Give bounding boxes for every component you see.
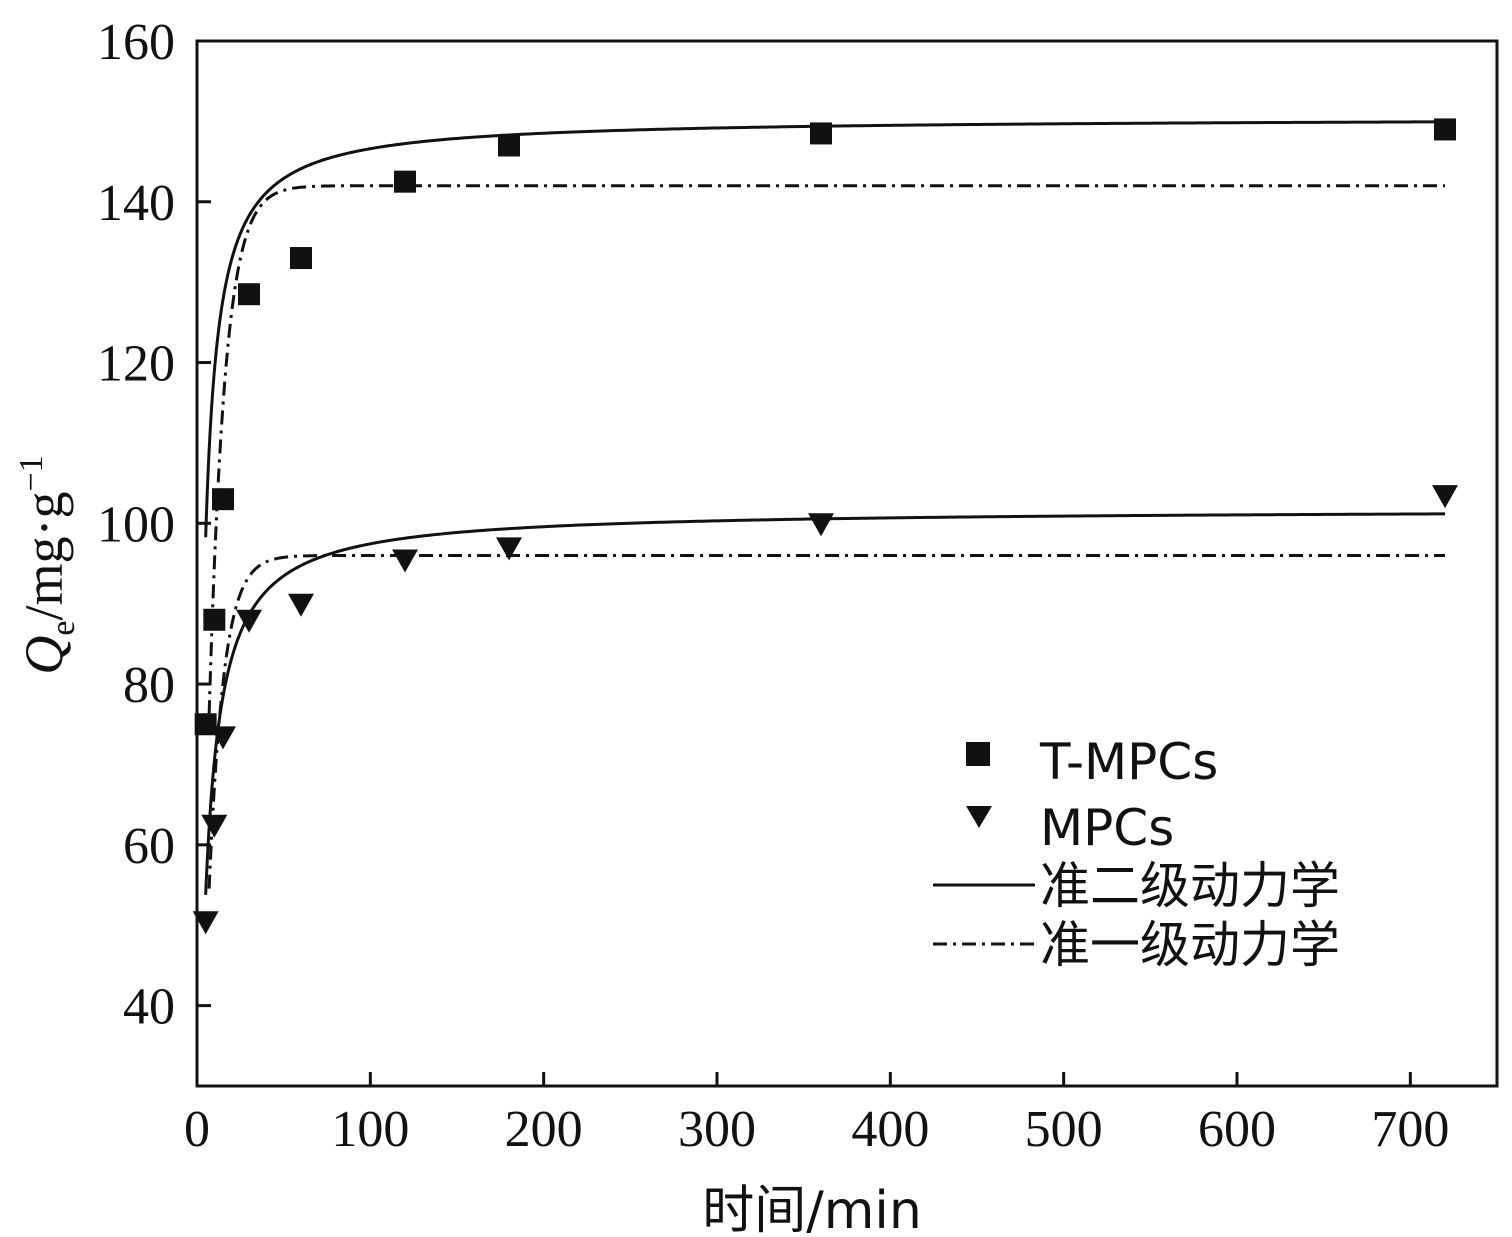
data-point-mpcs — [808, 513, 834, 537]
data-point-mpcs — [192, 911, 219, 935]
data-point-mpcs — [210, 726, 236, 750]
y-axis-superscript: −1 — [13, 455, 50, 491]
legend-marker-square — [966, 742, 990, 766]
x-tick-label: 400 — [851, 1101, 929, 1158]
x-tick-label: 200 — [505, 1101, 583, 1158]
legend-marker-triangle — [966, 806, 992, 828]
x-tick-label: 100 — [331, 1101, 409, 1158]
data-point-t-mpcs — [194, 713, 217, 736]
y-axis-symbol: Q — [14, 636, 74, 675]
fit-curves — [204, 120, 1446, 895]
x-axis-title: 时间/min — [702, 1181, 922, 1237]
legend-label-pfo: 准一级动力学 — [1040, 916, 1340, 974]
x-tick-label: 500 — [1025, 1101, 1103, 1158]
axis-ticks: 0 100 200 300 400 500 600 700 40 60 80 100 120 140 160 — [97, 14, 1449, 1158]
data-point-t-mpcs — [203, 608, 226, 631]
data-point-t-mpcs — [212, 488, 234, 511]
data-point-t-mpcs — [498, 134, 520, 157]
y-tick-label: 140 — [97, 175, 175, 232]
data-point-t-mpcs — [238, 283, 260, 306]
y-axis-subscript: e — [45, 621, 82, 636]
x-tick-label: 0 — [184, 1101, 210, 1158]
data-point-mpcs — [392, 549, 418, 573]
plot-frame — [195, 39, 1499, 1088]
data-point-t-mpcs — [290, 247, 312, 270]
y-tick-label: 120 — [97, 336, 175, 393]
data-points — [192, 118, 1458, 935]
pseudo-second-order-curve — [204, 120, 1446, 538]
data-point-mpcs — [1432, 485, 1458, 509]
pseudo-second-order-curve — [204, 512, 1446, 895]
data-point-t-mpcs — [810, 122, 832, 145]
x-tick-label: 600 — [1198, 1101, 1276, 1158]
y-tick-label: 100 — [97, 496, 175, 553]
data-point-mpcs — [201, 814, 228, 838]
data-point-mpcs — [496, 537, 522, 561]
legend-label-t-mpcs: T-MPCs — [1039, 733, 1218, 791]
x-tick-label: 300 — [678, 1101, 756, 1158]
y-tick-label: 60 — [123, 818, 175, 875]
y-tick-label: 80 — [123, 657, 175, 714]
y-axis-unit: /mg·g — [14, 492, 74, 621]
pseudo-first-order-curve — [207, 184, 1445, 715]
data-point-t-mpcs — [1434, 118, 1456, 141]
data-point-mpcs — [288, 593, 314, 617]
data-point-t-mpcs — [394, 170, 416, 193]
legend-label-mpcs: MPCs — [1040, 799, 1174, 857]
y-axis-title: Qe/mg·g−1 — [13, 455, 82, 674]
data-point-mpcs — [236, 609, 262, 633]
legend-label-pso: 准二级动力学 — [1040, 857, 1340, 915]
pseudo-first-order-curve — [207, 553, 1445, 889]
y-tick-label: 40 — [123, 979, 175, 1036]
y-tick-label: 160 — [97, 14, 175, 71]
legend: T-MPCs MPCs 准二级动力学 准一级动力学 — [933, 733, 1340, 974]
x-tick-label: 700 — [1371, 1101, 1449, 1158]
